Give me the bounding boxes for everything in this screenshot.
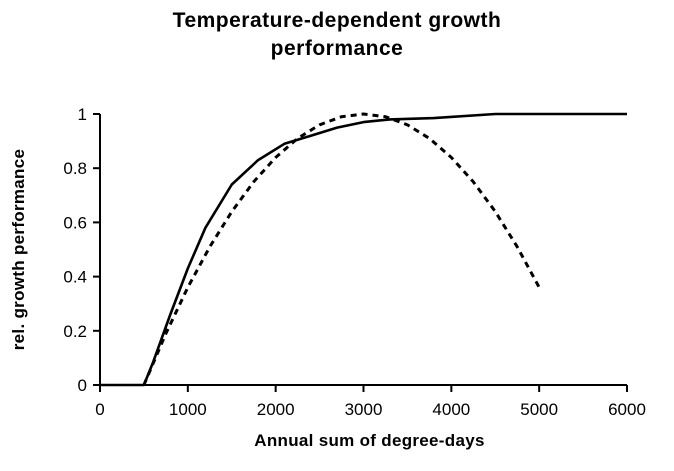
ticks: 0 0.2 0.4 0.6 0.8 1 0 1000 2000 3000 4000 5000 6000: [63, 105, 646, 419]
axes: [99, 114, 627, 386]
series-group: [100, 112, 627, 387]
y-tick-label: 0.2: [63, 322, 87, 341]
x-tick-label: 1000: [169, 400, 207, 419]
x-tick-label: 0: [95, 400, 104, 419]
y-axis-label: rel. growth performance: [9, 149, 28, 351]
y-tick-label: 0.6: [63, 213, 87, 232]
x-axis-label-group: Annual sum of degree-days: [254, 431, 484, 450]
chart-title-line-1: Temperature-dependent growth: [173, 9, 502, 32]
chart-title: Temperature-dependent growth performance: [173, 9, 502, 60]
y-tick-label: 1: [78, 105, 87, 124]
y-tick-label: 0.8: [63, 159, 87, 178]
x-tick-label: 5000: [520, 400, 558, 419]
series-line-solid: [100, 112, 627, 387]
x-tick-label: 4000: [432, 400, 470, 419]
x-tick-label: 2000: [257, 400, 295, 419]
y-tick-label: 0.4: [63, 268, 87, 287]
x-axis-label: Annual sum of degree-days: [254, 431, 484, 450]
x-tick-label: 3000: [345, 400, 383, 419]
y-tick-label: 0: [78, 376, 87, 395]
series-line-dashed: [142, 112, 541, 386]
chart-title-line-2: performance: [271, 37, 404, 60]
y-axis-label-group: rel. growth performance: [9, 149, 28, 351]
x-tick-label: 6000: [608, 400, 646, 419]
